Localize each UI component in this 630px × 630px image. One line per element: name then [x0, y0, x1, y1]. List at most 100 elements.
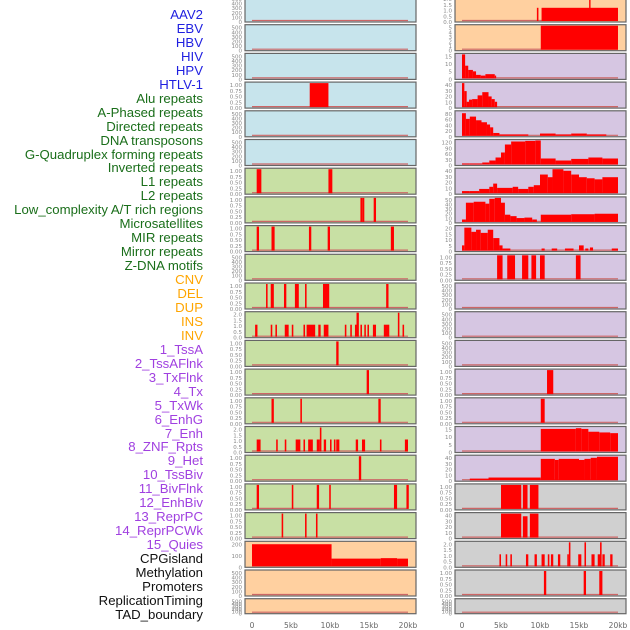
y-tick-label: 20	[445, 181, 452, 187]
track-bar	[465, 202, 474, 222]
track-bar	[596, 456, 618, 481]
track-label: MIR repeats	[131, 230, 203, 246]
y-tick-label: 0.25	[440, 502, 453, 508]
y-tick-label: 400	[232, 576, 243, 582]
track-bar	[383, 324, 390, 337]
x-tick-label: 5kb	[494, 621, 508, 630]
track-bar	[373, 197, 377, 222]
y-tick-label: 0.75	[230, 89, 243, 95]
y-tick-label: 0.50	[230, 468, 243, 474]
track-bar	[488, 96, 492, 108]
y-tick-label: 400	[232, 260, 243, 266]
x-tick-label: 0	[250, 621, 255, 630]
y-tick-label: 0.00	[230, 221, 243, 227]
track-bar	[568, 542, 571, 567]
track-bar	[611, 248, 618, 251]
y-tick-label: 1.5	[233, 433, 242, 439]
track-bar	[518, 188, 529, 194]
track-bar	[571, 214, 595, 222]
y-tick-label: 0.75	[230, 405, 243, 411]
y-tick-label: 10	[445, 216, 452, 222]
y-tick-label: 0.25	[440, 416, 453, 422]
track-bar	[551, 248, 558, 251]
track-bar	[469, 191, 480, 194]
y-tick-label: 0.50	[440, 410, 453, 416]
y-tick-label: 2.0	[443, 0, 452, 3]
y-tick-label: 10	[445, 100, 452, 106]
panel-background	[454, 511, 627, 540]
track-bar	[330, 439, 332, 452]
track-bar	[489, 160, 496, 165]
track-panel: 2.01.51.00.50.0	[233, 311, 417, 342]
y-tick-label: 1	[449, 44, 453, 50]
panel-background	[244, 598, 417, 615]
y-tick-label: 0	[239, 20, 243, 26]
track-bar	[589, 247, 594, 251]
y-tick-label: 5	[449, 26, 453, 32]
track-bar	[499, 134, 529, 136]
y-tick-label: 30	[445, 207, 452, 213]
track-bar	[594, 213, 618, 222]
track-bar	[540, 255, 545, 280]
y-tick-label: 300	[442, 322, 453, 328]
panel-background	[244, 454, 417, 482]
track-bar	[541, 554, 545, 567]
y-tick-label: 400	[232, 2, 243, 8]
track-label: L1 repeats	[140, 174, 203, 190]
track-label: 13_ReprPC	[134, 509, 203, 525]
y-tick-label: 0	[239, 278, 243, 284]
x-tick-label: 10kb	[531, 621, 550, 630]
y-tick-label: 500	[232, 255, 243, 261]
y-tick-label: 1.00	[230, 83, 243, 89]
y-tick-label: 1.00	[230, 399, 243, 405]
track-panel: 1.000.750.500.250.00	[440, 397, 627, 428]
y-tick-label: 200	[232, 585, 243, 591]
track-bar	[473, 201, 486, 222]
y-tick-label: 0	[449, 164, 453, 170]
track-bar	[540, 458, 555, 481]
y-tick-label: 1.0	[233, 439, 242, 445]
y-tick-label: 0	[449, 364, 453, 370]
track-bar	[486, 124, 491, 136]
y-tick-label: 400	[442, 317, 453, 323]
track-bar	[533, 185, 540, 194]
y-tick-label: 50	[445, 198, 452, 204]
track-label: INS	[181, 313, 203, 329]
track-bar	[358, 456, 362, 481]
track-bar	[575, 428, 582, 452]
y-tick-label: 300	[232, 605, 243, 611]
track-bar	[490, 127, 494, 136]
track-bar	[315, 513, 318, 538]
y-tick-label: 100	[232, 73, 243, 79]
track-bar	[464, 227, 472, 251]
track-bar	[510, 216, 517, 222]
y-tick-label: 2.0	[233, 428, 242, 434]
y-tick-label: 0.25	[230, 416, 243, 422]
y-tick-label: 0.25	[230, 473, 243, 479]
y-tick-label: 0	[239, 565, 243, 571]
y-tick-label: 20	[445, 129, 452, 135]
track-label: Alu repeats	[136, 90, 203, 106]
track-bar	[266, 284, 268, 308]
y-tick-label: 40	[445, 83, 452, 89]
track-bar	[599, 571, 603, 595]
y-tick-label: 0.75	[440, 405, 453, 411]
y-tick-label: 0.5	[443, 14, 452, 20]
track-bar	[462, 83, 465, 108]
x-tick-label: 15kb	[360, 621, 379, 630]
y-tick-label: 100	[442, 360, 453, 366]
y-tick-label: 0.75	[230, 290, 243, 296]
y-tick-label: 1.0	[233, 324, 242, 330]
y-tick-label: 0.75	[440, 376, 453, 382]
y-tick-label: 0	[449, 250, 453, 256]
track-bar	[489, 198, 495, 222]
x-tick-label: 15kb	[570, 621, 589, 630]
y-tick-label: 0.5	[443, 560, 452, 566]
track-bar	[522, 484, 528, 509]
track-bar	[575, 255, 581, 280]
